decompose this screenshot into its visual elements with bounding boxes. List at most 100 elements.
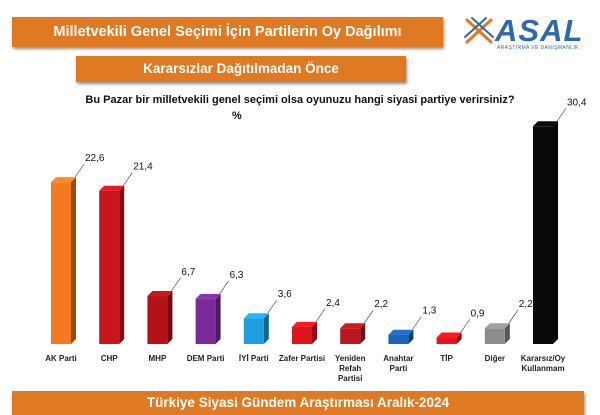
leader-line (171, 277, 181, 292)
category-label: Zafer Partisi (279, 354, 325, 363)
bar-group (388, 329, 414, 344)
category-label-line: Anahtar (383, 354, 413, 363)
category-label-line: İYİ Parti (239, 354, 269, 363)
leader-line (460, 319, 470, 333)
bar (340, 328, 361, 344)
bar (533, 126, 553, 344)
logo-wordmark: ASAL (495, 13, 584, 48)
bar-chart: 22,6 AK Parti 21,4 CHP 6,7 MHP 6,3 DEM Parti 3,6… (45, 97, 587, 383)
category-label: Kararsız/Oy Kullanmam (521, 354, 566, 373)
survey-question: Bu Pazar bir milletvekili genel seçimi o… (85, 94, 515, 106)
bar-top (99, 185, 125, 191)
bar-side (360, 323, 366, 344)
leader-line (122, 172, 133, 186)
category-label: AK Parti (45, 354, 77, 363)
category-label: CHP (101, 354, 119, 363)
bar-group (292, 321, 317, 344)
bar-side (215, 293, 221, 344)
bar-side (408, 329, 414, 344)
leader-line (315, 308, 326, 323)
category-label-line: Kararsız/Oy (521, 354, 566, 363)
value-label: 0,9 (471, 309, 485, 320)
category-label-line: Partisi (338, 374, 362, 383)
bar (436, 337, 457, 344)
bar (292, 326, 312, 344)
category-label-line: AK Parti (45, 354, 77, 363)
bar-group (51, 177, 76, 344)
bar (195, 298, 216, 344)
bar (99, 190, 120, 344)
category-label-line: CHP (101, 354, 119, 363)
bar-top (195, 293, 221, 299)
bar (243, 318, 264, 344)
value-label: 22,6 (85, 153, 105, 164)
category-label-line: MHP (149, 354, 167, 363)
bar (51, 182, 71, 344)
category-label: Anahtar Parti (383, 354, 413, 373)
bar-side (312, 321, 317, 344)
bar-top (340, 323, 366, 329)
category-label: Yeniden Refah Partisi (335, 354, 366, 383)
category-label: İYİ Parti (239, 354, 269, 363)
category-label: DEM Parti (187, 354, 225, 363)
bar-side (167, 291, 173, 344)
chart-subtitle: Kararsızlar Dağıtılmadan Önce (143, 61, 339, 76)
bar-top (533, 121, 558, 127)
leader-line (363, 310, 374, 324)
value-label: 2,4 (326, 298, 340, 309)
value-label: 6,3 (230, 270, 244, 281)
value-label: 2,2 (374, 299, 388, 310)
bar-side (119, 185, 125, 344)
bar-side (553, 121, 558, 344)
chart-title: Milletvekili Genel Seçimi İçin Partileri… (53, 24, 402, 40)
bar-top (51, 177, 76, 183)
value-label: 6,7 (181, 267, 195, 278)
leader-line (74, 163, 85, 178)
unit-label: % (232, 110, 242, 122)
bar-group (533, 121, 558, 344)
category-label-line: Yeniden (335, 354, 366, 363)
footer-banner: Türkiye Siyasi Gündem Araştırması Aralık… (12, 391, 584, 415)
category-label-line: Kullanmam (521, 364, 564, 373)
bar-side (71, 177, 76, 344)
category-label-line: Parti (390, 364, 408, 373)
bar (388, 334, 409, 344)
bar-group (195, 293, 221, 344)
logo-mark-icon (464, 17, 494, 44)
asal-logo: ASAL ARAŞTIRMA VE DANIŞMANLIK (461, 14, 591, 54)
bar-group (436, 332, 462, 344)
category-label-line: DEM Parti (187, 354, 225, 363)
bar-side (504, 323, 510, 344)
value-label: 3,6 (278, 289, 292, 300)
bar-top (147, 291, 173, 297)
category-label: MHP (149, 354, 167, 363)
category-label: TİP (440, 354, 453, 363)
bar-top (292, 321, 317, 327)
leader-line (267, 300, 278, 314)
value-label: 2,2 (519, 299, 533, 310)
bar-group (147, 291, 173, 344)
bar-top (484, 323, 510, 329)
category-label-line: Refah (339, 364, 361, 373)
category-label-line: Diğer (485, 354, 505, 363)
logo-tagline: ARAŞTIRMA VE DANIŞMANLIK (497, 45, 579, 51)
bar-top (388, 329, 414, 335)
value-label: 30,4 (567, 97, 587, 108)
bar-group (340, 323, 366, 344)
bar-top (243, 313, 269, 319)
leader-line (556, 108, 567, 122)
bar (484, 328, 505, 344)
bar-side (263, 313, 269, 344)
value-label: 1,3 (422, 306, 436, 317)
leader-line (412, 316, 422, 330)
bar-group (484, 323, 510, 344)
bar-group (99, 185, 125, 344)
leader-line (219, 280, 229, 295)
value-label: 21,4 (133, 162, 153, 173)
bar-group (243, 313, 269, 344)
chart-title-banner: Milletvekili Genel Seçimi İçin Partileri… (12, 17, 443, 47)
bar-side (456, 332, 462, 344)
category-label-line: TİP (440, 354, 453, 363)
footer-text: Türkiye Siyasi Gündem Araştırması Aralık… (146, 395, 450, 410)
subtitle-banner: Kararsızlar Dağıtılmadan Önce (76, 56, 406, 82)
